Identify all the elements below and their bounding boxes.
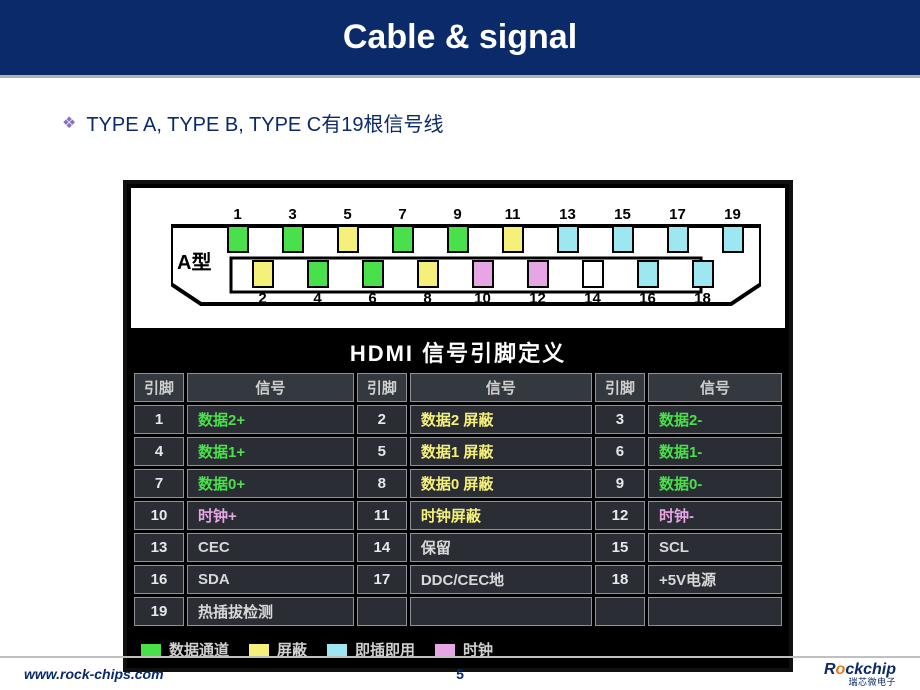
pin-4: 4 [306, 260, 329, 307]
hdmi-figure: A型 135791113151719 24681012141618 HDMI 信… [123, 180, 793, 672]
pin-6: 6 [361, 260, 384, 307]
pin-16: 16 [636, 260, 659, 307]
pin-number-cell: 15 [595, 533, 645, 562]
pin-number-cell: 5 [357, 437, 407, 466]
table-header-cell: 信号 [648, 373, 782, 402]
page-number: 5 [456, 666, 464, 682]
pin-number-cell: 11 [357, 501, 407, 530]
table-header-cell: 信号 [410, 373, 592, 402]
table-row: 19热插拔检测 [134, 597, 782, 626]
signal-cell: 数据0- [648, 469, 782, 498]
pin-5: 5 [336, 206, 359, 253]
table-header-row: 引脚信号引脚信号引脚信号 [134, 373, 782, 402]
signal-cell: 时钟+ [187, 501, 354, 530]
pin-13: 13 [556, 206, 579, 253]
footer-url: www.rock-chips.com [24, 666, 164, 682]
slide-footer: www.rock-chips.com 5 Rockchip 瑞芯微电子 [0, 656, 920, 690]
pin-1: 1 [226, 206, 249, 253]
signal-cell: 时钟屏蔽 [410, 501, 592, 530]
table-header-cell: 引脚 [134, 373, 184, 402]
signal-cell: CEC [187, 533, 354, 562]
pin-number-cell: 4 [134, 437, 184, 466]
pin-7: 7 [391, 206, 414, 253]
brand-sub: 瑞芯微电子 [848, 678, 896, 687]
table-row: 13CEC14保留15SCL [134, 533, 782, 562]
pin-number-cell: 16 [134, 565, 184, 594]
connector-panel: A型 135791113151719 24681012141618 [131, 188, 785, 328]
signal-cell: 数据1- [648, 437, 782, 466]
table-header-cell: 信号 [187, 373, 354, 402]
pin-definition-table: 引脚信号引脚信号引脚信号 1数据2+2数据2 屏蔽3数据2-4数据1+5数据1 … [131, 370, 785, 629]
pin-3: 3 [281, 206, 304, 253]
table-row: 1数据2+2数据2 屏蔽3数据2- [134, 405, 782, 434]
signal-cell: 数据2 屏蔽 [410, 405, 592, 434]
table-row: 10时钟+11时钟屏蔽12时钟- [134, 501, 782, 530]
pin-number-cell: 3 [595, 405, 645, 434]
pin-number-cell: 19 [134, 597, 184, 626]
pin-row-top: 135791113151719 [226, 206, 744, 253]
bullet-icon: ❖ [62, 113, 76, 133]
pin-15: 15 [611, 206, 634, 253]
signal-cell: 保留 [410, 533, 592, 562]
bullet-text: TYPE A, TYPE B, TYPE C有19根信号线 [86, 108, 443, 137]
pin-number-cell: 12 [595, 501, 645, 530]
pin-18: 18 [691, 260, 714, 307]
signal-cell: +5V电源 [648, 565, 782, 594]
table-header-cell: 引脚 [595, 373, 645, 402]
brand-name: Rockchip [824, 662, 896, 678]
pin-number-cell: 8 [357, 469, 407, 498]
pin-number-cell: 18 [595, 565, 645, 594]
pin-17: 17 [666, 206, 689, 253]
pin-row-bottom: 2468 10 12 14 16 18 [251, 260, 714, 307]
pin-11: 11 [501, 206, 524, 253]
connector-type-label: A型 [177, 246, 211, 275]
pin-number-cell: 2 [357, 405, 407, 434]
signal-cell: 数据2- [648, 405, 782, 434]
table-row: 16SDA17DDC/CEC地18+5V电源 [134, 565, 782, 594]
pin-number-cell: 9 [595, 469, 645, 498]
pin-9: 9 [446, 206, 469, 253]
signal-cell: 数据0 屏蔽 [410, 469, 592, 498]
pin-number-cell: 13 [134, 533, 184, 562]
signal-cell: SCL [648, 533, 782, 562]
bullet-row: ❖ TYPE A, TYPE B, TYPE C有19根信号线 [62, 108, 444, 137]
slide-title: Cable & signal [343, 18, 577, 57]
table-header-cell: 引脚 [357, 373, 407, 402]
signal-cell: 数据0+ [187, 469, 354, 498]
signal-cell: 数据1+ [187, 437, 354, 466]
signal-cell: 时钟- [648, 501, 782, 530]
pin-number-cell: 1 [134, 405, 184, 434]
signal-cell: SDA [187, 565, 354, 594]
signal-cell: DDC/CEC地 [410, 565, 592, 594]
connector-shell: A型 135791113151719 24681012141618 [171, 206, 761, 310]
slide-title-bar: Cable & signal [0, 0, 920, 78]
pin-number-cell: 14 [357, 533, 407, 562]
brand-logo: Rockchip 瑞芯微电子 [824, 662, 896, 687]
pin-number-cell: 10 [134, 501, 184, 530]
table-row: 7数据0+8数据0 屏蔽9数据0- [134, 469, 782, 498]
table-row: 4数据1+5数据1 屏蔽6数据1- [134, 437, 782, 466]
signal-cell: 热插拔检测 [187, 597, 354, 626]
pin-12: 12 [526, 260, 549, 307]
pin-8: 8 [416, 260, 439, 307]
signal-cell: 数据2+ [187, 405, 354, 434]
pin-number-cell: 6 [595, 437, 645, 466]
pin-14: 14 [581, 260, 604, 307]
pin-19: 19 [721, 206, 744, 253]
pin-number-cell: 17 [357, 565, 407, 594]
pin-2: 2 [251, 260, 274, 307]
pin-10: 10 [471, 260, 494, 307]
pin-number-cell: 7 [134, 469, 184, 498]
signal-cell: 数据1 屏蔽 [410, 437, 592, 466]
pin-table-title: HDMI 信号引脚定义 [127, 332, 789, 370]
